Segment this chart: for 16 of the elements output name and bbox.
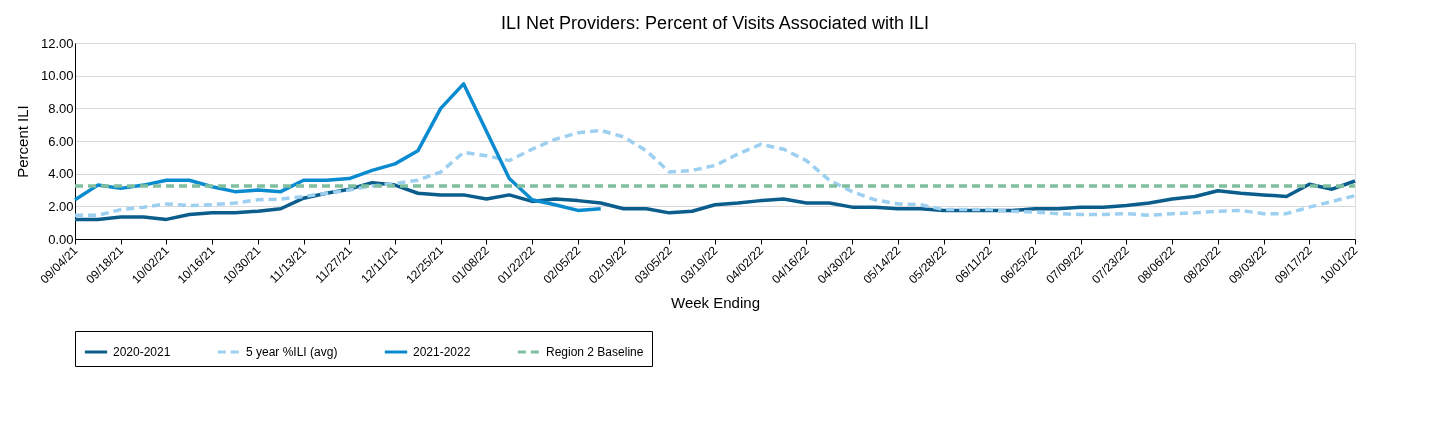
x-axis-title: Week Ending bbox=[671, 293, 760, 311]
y-tick-label: 8.00 bbox=[48, 100, 74, 116]
line-series bbox=[73, 128, 1357, 218]
y-tick-label: 0.00 bbox=[48, 231, 74, 247]
y-tick-label: 4.00 bbox=[48, 166, 74, 182]
legend-label: 2020-2021 bbox=[113, 345, 171, 359]
legend-label: Region 2 Baseline bbox=[546, 345, 644, 359]
y-tick-label: 2.00 bbox=[48, 198, 74, 214]
y-tick-label: 6.00 bbox=[48, 133, 74, 149]
legend-label: 5 year %ILI (avg) bbox=[246, 345, 338, 359]
y-tick-label: 10.00 bbox=[40, 68, 74, 84]
y-axis-title: Percent ILI bbox=[13, 105, 31, 178]
y-tick-label: 12.00 bbox=[40, 35, 74, 51]
legend-label: 2021-2022 bbox=[413, 345, 471, 359]
line-series bbox=[73, 82, 603, 213]
chart-title: ILI Net Providers: Percent of Visits Associated with ILI bbox=[501, 13, 929, 33]
